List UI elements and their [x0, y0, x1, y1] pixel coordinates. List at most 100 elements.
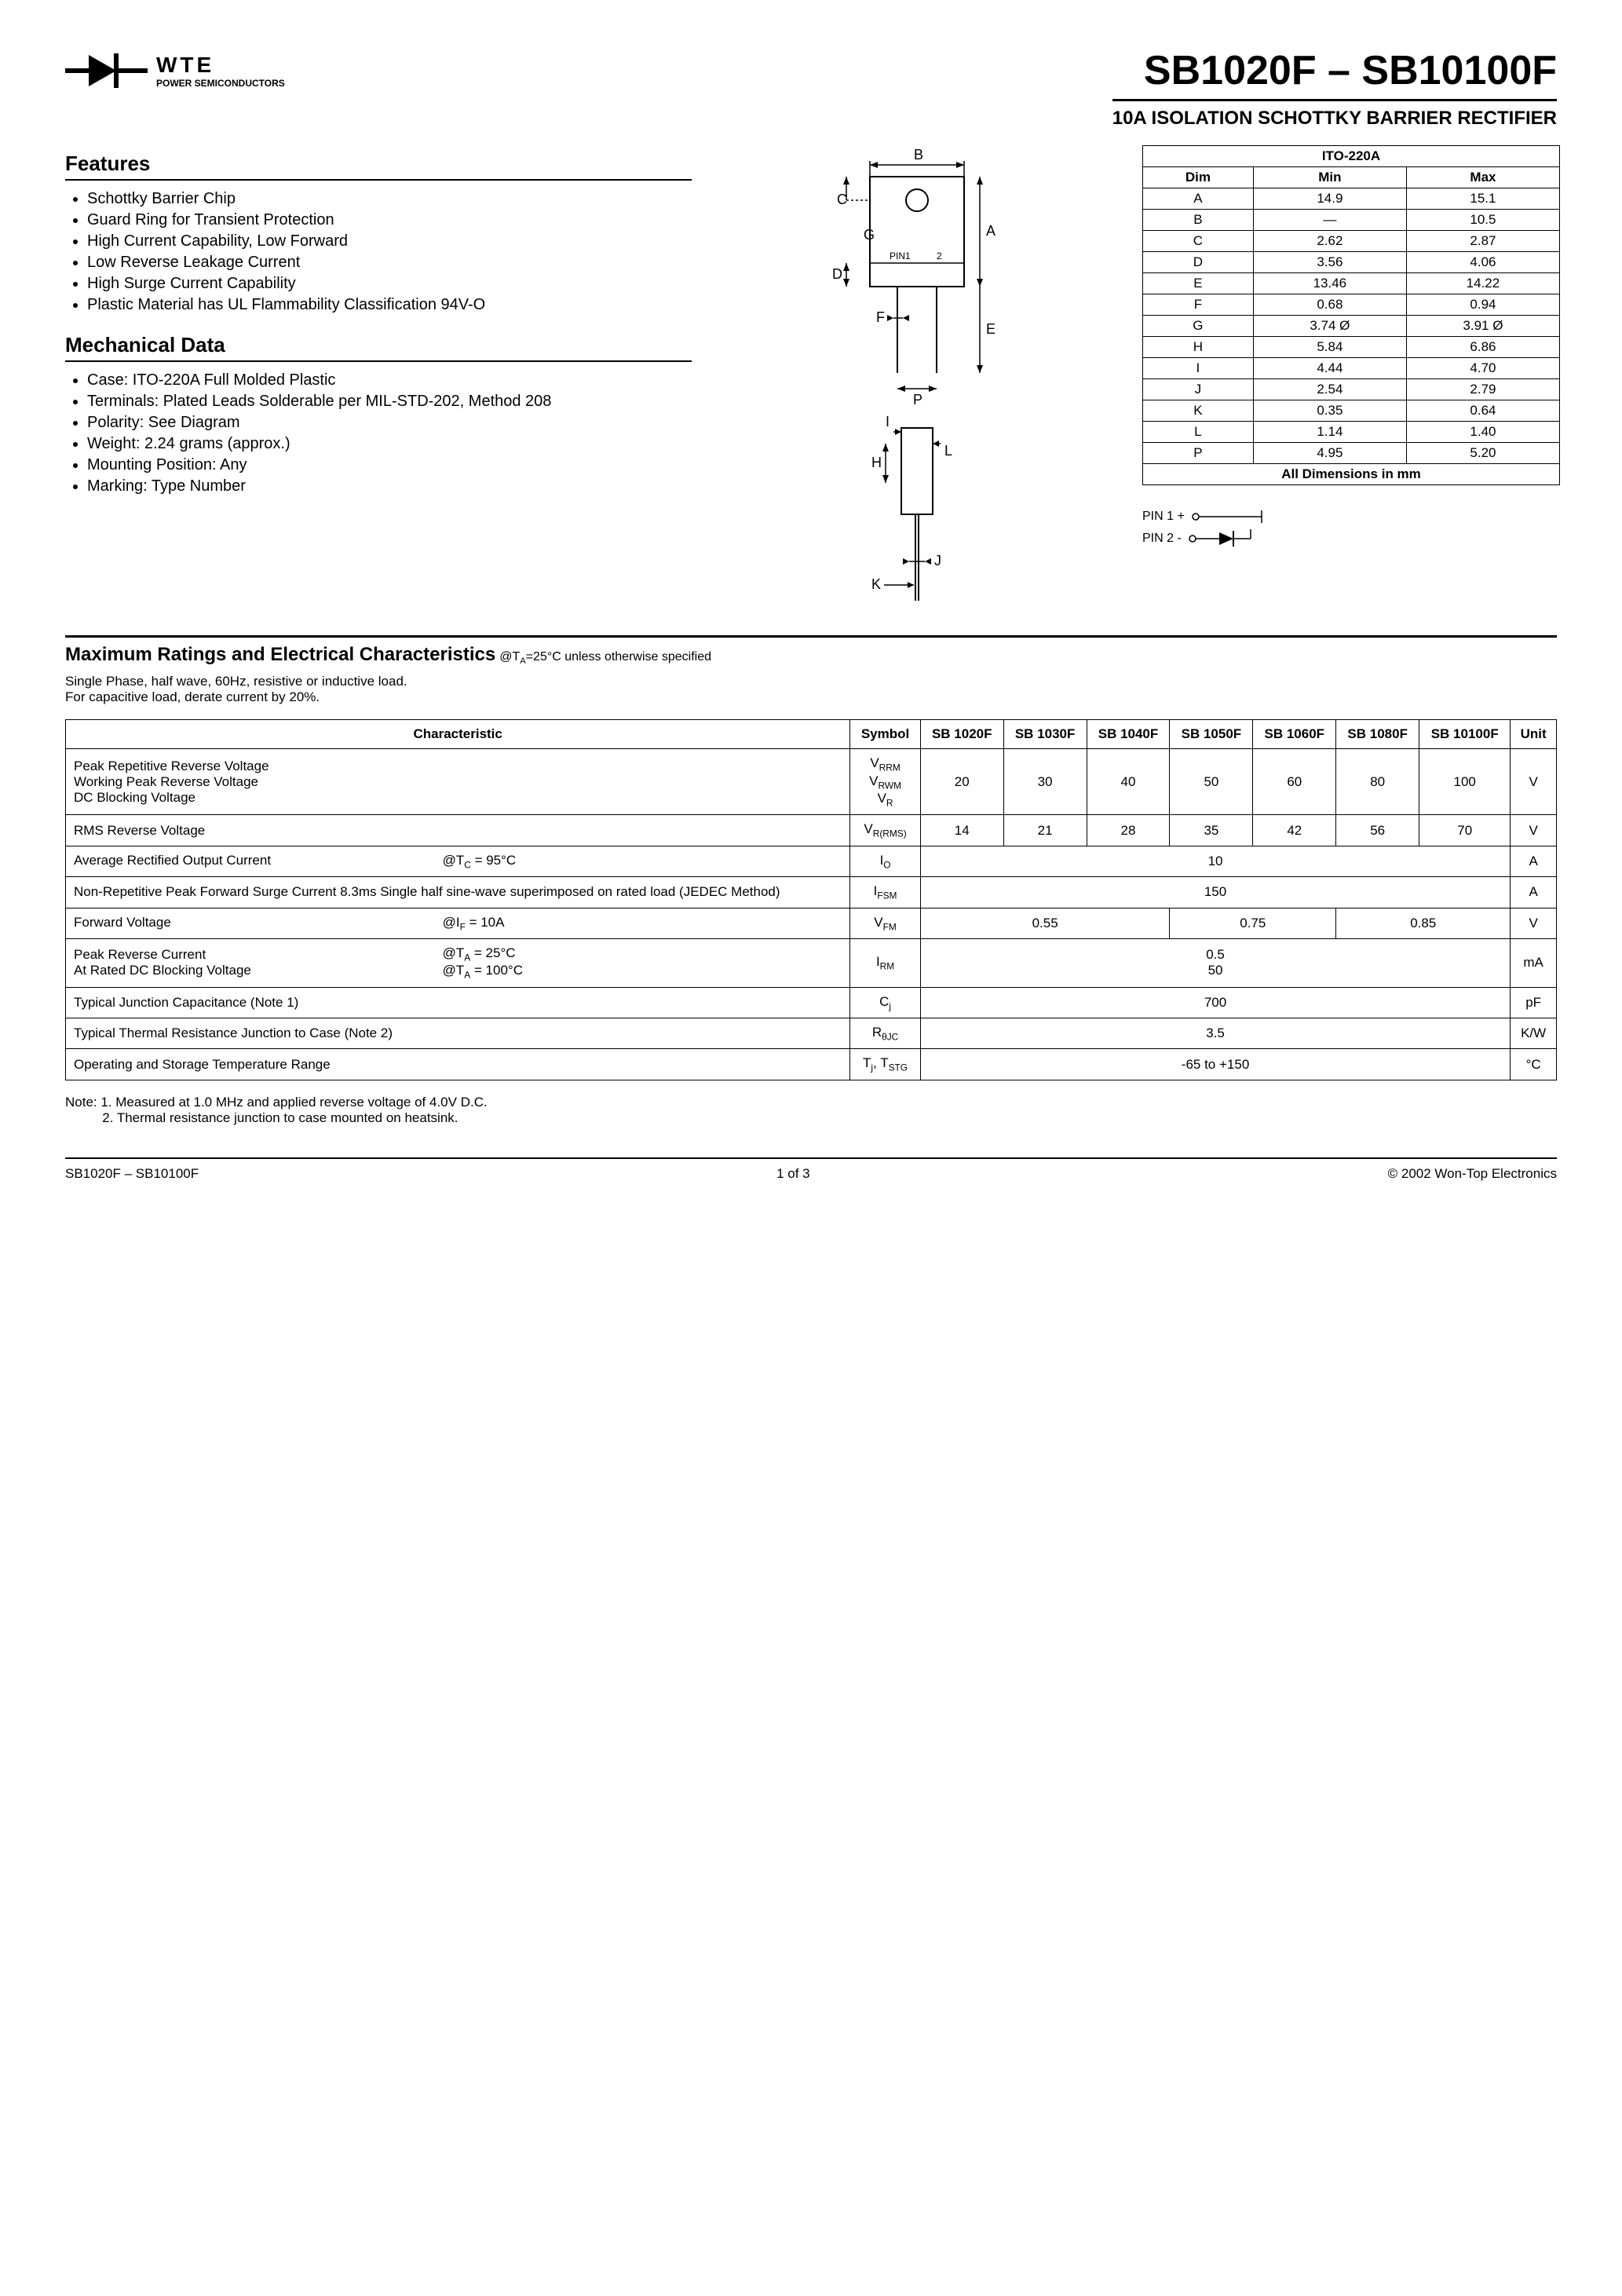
mechanical-item: Weight: 2.24 grams (approx.)	[87, 435, 692, 453]
footer-left: SB1020F – SB10100F	[65, 1166, 199, 1182]
svg-text:G: G	[864, 227, 875, 243]
svg-text:A: A	[986, 223, 995, 239]
char-row: Peak Reverse CurrentAt Rated DC Blocking…	[66, 938, 1557, 987]
char-head: SB 10100F	[1419, 720, 1511, 749]
footer: SB1020F – SB10100F 1 of 3 © 2002 Won-Top…	[65, 1166, 1557, 1182]
svg-text:C: C	[837, 192, 847, 207]
upper-section: Features Schottky Barrier Chip Guard Rin…	[65, 145, 1557, 616]
notes: Note: 1. Measured at 1.0 MHz and applied…	[65, 1095, 1557, 1126]
feature-item: Plastic Material has UL Flammability Cla…	[87, 296, 692, 314]
dimensions-table: ITO-220A Dim Min Max A14.915.1 B—10.5 C2…	[1142, 145, 1560, 485]
svg-text:PIN1: PIN1	[890, 250, 911, 261]
mechanical-item: Case: ITO-220A Full Molded Plastic	[87, 371, 692, 389]
section-rule	[65, 635, 1557, 638]
svg-text:P: P	[913, 392, 922, 408]
svg-text:D: D	[832, 266, 842, 282]
dim-head: Min	[1253, 167, 1406, 188]
char-row: Typical Junction Capacitance (Note 1) Cj…	[66, 987, 1557, 1018]
char-row: Operating and Storage Temperature Range …	[66, 1049, 1557, 1080]
dim-row: C2.622.87	[1143, 231, 1560, 252]
svg-text:F: F	[876, 309, 885, 325]
footer-right: © 2002 Won-Top Electronics	[1388, 1166, 1557, 1182]
dim-row: K0.350.64	[1143, 400, 1560, 422]
package-label: ITO-220A	[1143, 146, 1560, 167]
pin1-icon	[1191, 509, 1277, 525]
char-head: Characteristic	[66, 720, 850, 749]
char-row: Forward Voltage@IF = 10A VFM 0.55 0.75 0…	[66, 908, 1557, 938]
logo-block: WTE POWER SEMICONDUCTORS	[65, 47, 285, 94]
header: WTE POWER SEMICONDUCTORS SB1020F – SB101…	[65, 47, 1557, 130]
char-head: SB 1020F	[920, 720, 1003, 749]
dim-head: Max	[1406, 167, 1559, 188]
subtitle: 10A ISOLATION SCHOTTKY BARRIER RECTIFIER	[1112, 108, 1557, 130]
left-column: Features Schottky Barrier Chip Guard Rin…	[65, 145, 692, 616]
mechanical-item: Polarity: See Diagram	[87, 414, 692, 432]
svg-text:I: I	[886, 414, 890, 430]
pin2-diode-icon	[1188, 529, 1274, 548]
title-block: SB1020F – SB10100F 10A ISOLATION SCHOTTK…	[1112, 47, 1557, 130]
char-head: SB 1060F	[1253, 720, 1336, 749]
ratings-condition: @TA=25°C unless otherwise specified	[499, 650, 711, 664]
char-head: SB 1040F	[1087, 720, 1170, 749]
mechanical-item: Mounting Position: Any	[87, 456, 692, 474]
features-list: Schottky Barrier Chip Guard Ring for Tra…	[65, 190, 692, 314]
dim-footer: All Dimensions in mm	[1143, 464, 1560, 485]
feature-item: Guard Ring for Transient Protection	[87, 211, 692, 229]
footer-center: 1 of 3	[776, 1166, 810, 1182]
pin1-label: PIN 1 +	[1142, 510, 1185, 524]
char-row: Typical Thermal Resistance Junction to C…	[66, 1018, 1557, 1049]
dim-row: B—10.5	[1143, 210, 1560, 231]
ratings-section: Maximum Ratings and Electrical Character…	[65, 644, 1557, 1126]
mechanical-item: Terminals: Plated Leads Solderable per M…	[87, 393, 692, 411]
dim-row: H5.846.86	[1143, 337, 1560, 358]
char-head: Symbol	[850, 720, 920, 749]
main-title: SB1020F – SB10100F	[1112, 47, 1557, 94]
dim-row: I4.444.70	[1143, 358, 1560, 379]
svg-text:L: L	[944, 443, 952, 459]
logo-brand: WTE	[156, 53, 285, 78]
title-rule	[1112, 99, 1557, 101]
right-column: ITO-220A Dim Min Max A14.915.1 B—10.5 C2…	[1142, 145, 1560, 616]
dim-row: L1.141.40	[1143, 422, 1560, 443]
package-outline-icon: B C G A D PIN1 2	[815, 145, 1019, 616]
characteristics-table: Characteristic Symbol SB 1020F SB 1030F …	[65, 719, 1557, 1080]
svg-text:H: H	[871, 455, 882, 470]
dim-row: J2.542.79	[1143, 379, 1560, 400]
svg-text:J: J	[934, 553, 941, 569]
char-row: Average Rectified Output Current@TC = 95…	[66, 846, 1557, 876]
svg-text:E: E	[986, 321, 995, 337]
pin2-label: PIN 2 -	[1142, 532, 1182, 546]
dim-row: A14.915.1	[1143, 188, 1560, 210]
ratings-subtext: Single Phase, half wave, 60Hz, resistive…	[65, 674, 1557, 705]
svg-text:B: B	[914, 147, 923, 163]
footer-rule	[65, 1157, 1557, 1159]
svg-text:2: 2	[937, 250, 942, 261]
datasheet-page: WTE POWER SEMICONDUCTORS SB1020F – SB101…	[65, 47, 1557, 1182]
mechanical-heading: Mechanical Data	[65, 333, 692, 362]
feature-item: High Current Capability, Low Forward	[87, 232, 692, 250]
dim-row: F0.680.94	[1143, 294, 1560, 316]
mechanical-item: Marking: Type Number	[87, 477, 692, 495]
feature-item: Schottky Barrier Chip	[87, 190, 692, 208]
char-row: Peak Repetitive Reverse VoltageWorking P…	[66, 749, 1557, 815]
feature-item: High Surge Current Capability	[87, 275, 692, 293]
package-drawing: B C G A D PIN1 2	[723, 145, 1111, 616]
dim-row: G3.74 Ø3.91 Ø	[1143, 316, 1560, 337]
char-head: Unit	[1511, 720, 1557, 749]
dim-row: P4.955.20	[1143, 443, 1560, 464]
dim-head: Dim	[1143, 167, 1254, 188]
dim-row: D3.564.06	[1143, 252, 1560, 273]
logo-subtitle: POWER SEMICONDUCTORS	[156, 78, 285, 89]
char-head: SB 1080F	[1336, 720, 1419, 749]
feature-item: Low Reverse Leakage Current	[87, 254, 692, 272]
logo-text-block: WTE POWER SEMICONDUCTORS	[156, 53, 285, 89]
mechanical-list: Case: ITO-220A Full Molded Plastic Termi…	[65, 371, 692, 495]
svg-text:K: K	[871, 576, 881, 592]
pin-diagram: PIN 1 + PIN 2 -	[1142, 509, 1560, 548]
char-head: SB 1030F	[1003, 720, 1087, 749]
char-row: Non-Repetitive Peak Forward Surge Curren…	[66, 877, 1557, 908]
char-row: RMS Reverse Voltage VR(RMS) 14 21 28 35 …	[66, 815, 1557, 846]
dim-row: E13.4614.22	[1143, 273, 1560, 294]
ratings-heading: Maximum Ratings and Electrical Character…	[65, 644, 495, 665]
features-heading: Features	[65, 152, 692, 181]
